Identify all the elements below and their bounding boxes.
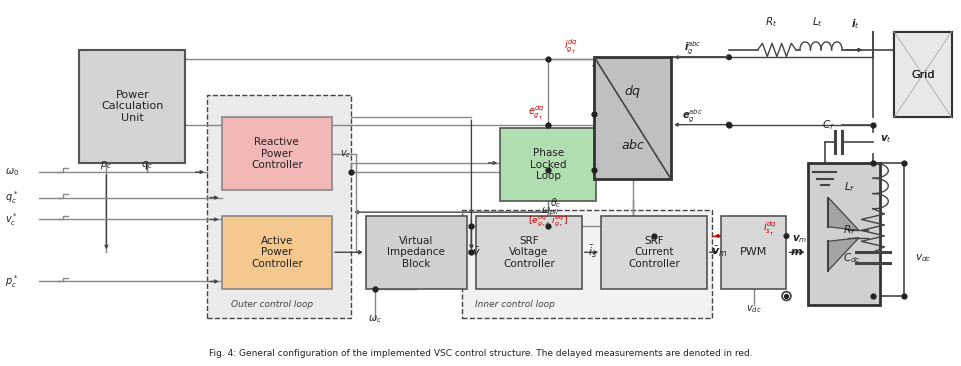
Text: $L_f$: $L_f$ [844, 180, 854, 194]
Text: Fig. 4: General configuration of the implemented VSC control structure. The dela: Fig. 4: General configuration of the imp… [209, 349, 752, 358]
Text: $v_c^*$: $v_c^*$ [6, 211, 18, 228]
Text: Grid: Grid [910, 70, 934, 79]
Text: Outer control loop: Outer control loop [231, 300, 313, 309]
Text: $C_{dc}$: $C_{dc}$ [842, 251, 859, 265]
Text: $\omega_c$: $\omega_c$ [368, 313, 382, 325]
Text: $\theta_c$: $\theta_c$ [550, 196, 561, 210]
Text: $\bar{\boldsymbol{v}}_m$: $\bar{\boldsymbol{v}}_m$ [710, 245, 727, 259]
Text: $\boldsymbol{v}_t$: $\boldsymbol{v}_t$ [879, 133, 892, 145]
Text: PWM: PWM [739, 247, 767, 257]
Bar [807, 163, 878, 305]
Text: $L_t$: $L_t$ [811, 16, 822, 30]
Bar [594, 57, 671, 179]
Text: $v_{dc}$: $v_{dc}$ [914, 252, 931, 264]
Text: $\bar{i}_s$: $\bar{i}_s$ [587, 244, 596, 260]
Text: $\boldsymbol{m}$: $\boldsymbol{m}$ [790, 247, 802, 257]
Circle shape [726, 55, 730, 59]
Text: Active
Power
Controller: Active Power Controller [251, 236, 303, 269]
Bar [476, 216, 581, 289]
Text: $\omega_0$: $\omega_0$ [6, 166, 19, 178]
Text: $R_f$: $R_f$ [842, 224, 854, 237]
Polygon shape [827, 238, 858, 270]
Text: $\boldsymbol{i}_t$: $\boldsymbol{i}_t$ [850, 18, 859, 31]
Circle shape [726, 123, 730, 127]
Text: Power
Calculation
Unit: Power Calculation Unit [101, 90, 163, 123]
Text: $\boldsymbol{e}_g^{abc}$: $\boldsymbol{e}_g^{abc}$ [681, 108, 702, 125]
Text: Reactive
Power
Controller: Reactive Power Controller [251, 137, 303, 171]
Text: $e_{g_\tau}^{dq}$: $e_{g_\tau}^{dq}$ [527, 103, 544, 121]
Circle shape [783, 234, 788, 238]
Text: $v_c$: $v_c$ [339, 148, 351, 160]
Text: Phase
Locked
Loop: Phase Locked Loop [530, 148, 566, 182]
Bar [721, 216, 786, 289]
Bar [365, 216, 466, 289]
Text: $\omega_{pll}$: $\omega_{pll}$ [540, 206, 558, 219]
Text: $abc$: $abc$ [620, 138, 644, 152]
Circle shape [783, 294, 788, 298]
Bar [207, 96, 351, 318]
Bar [601, 216, 706, 289]
Text: Inner control loop: Inner control loop [474, 300, 554, 309]
Circle shape [781, 292, 790, 300]
Bar [893, 32, 950, 117]
Text: $q_c$: $q_c$ [140, 160, 153, 172]
Text: SRF
Voltage
Controller: SRF Voltage Controller [503, 236, 554, 269]
Text: $q_c^*$: $q_c^*$ [6, 189, 18, 206]
Bar [80, 50, 185, 163]
Text: $i_{s_\tau}^{dq}$: $i_{s_\tau}^{dq}$ [762, 220, 776, 238]
Text: $\boldsymbol{v}_m$: $\boldsymbol{v}_m$ [792, 234, 807, 246]
Bar [221, 117, 332, 190]
Text: $i_{g_\tau}^{dq}$: $i_{g_\tau}^{dq}$ [564, 37, 578, 55]
Text: $p_c$: $p_c$ [100, 160, 112, 172]
Text: $C_f$: $C_f$ [821, 118, 834, 131]
Text: $\boldsymbol{i}_g^{abc}$: $\boldsymbol{i}_g^{abc}$ [683, 40, 701, 57]
Text: Virtual
Impedance
Block: Virtual Impedance Block [387, 236, 445, 269]
Bar [461, 210, 711, 318]
Text: $dq$: $dq$ [624, 83, 641, 100]
Text: Grid: Grid [910, 70, 934, 79]
Text: $R_t$: $R_t$ [764, 16, 776, 30]
Polygon shape [827, 198, 858, 231]
Text: $p_c^*$: $p_c^*$ [6, 273, 18, 290]
Text: SRF
Current
Controller: SRF Current Controller [628, 236, 679, 269]
Bar [893, 32, 950, 117]
Text: $v_{dc}$: $v_{dc}$ [745, 303, 761, 315]
Text: $[e_{g_\tau}^{dq},\, i_{g_\tau}^{dq}]$: $[e_{g_\tau}^{dq},\, i_{g_\tau}^{dq}]$ [528, 213, 568, 229]
Bar [221, 216, 332, 289]
Bar [500, 128, 596, 201]
Text: $\bar{v}$: $\bar{v}$ [472, 246, 480, 258]
